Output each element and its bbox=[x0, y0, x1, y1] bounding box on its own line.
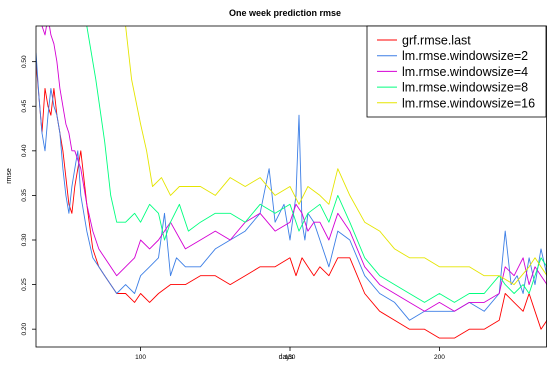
legend-label: grf.rmse.last bbox=[402, 34, 471, 48]
series-line-3 bbox=[41, 26, 547, 312]
series-line-5 bbox=[125, 26, 547, 286]
y-axis-label: rmse bbox=[6, 168, 13, 184]
x-tick-label: 100 bbox=[135, 354, 146, 361]
legend-label: lm.rmse.windowsize=8 bbox=[402, 81, 528, 95]
y-tick-label: 0.40 bbox=[21, 144, 28, 157]
chart-title: One week prediction rmse bbox=[229, 8, 341, 18]
x-tick-label: 150 bbox=[285, 354, 296, 361]
x-axis-label: days bbox=[279, 354, 294, 361]
y-tick-label: 0.45 bbox=[21, 100, 28, 113]
legend-label: lm.rmse.windowsize=2 bbox=[402, 49, 528, 63]
series-line-1 bbox=[36, 61, 547, 339]
series-line-2 bbox=[36, 52, 547, 321]
y-tick-label: 0.20 bbox=[21, 322, 28, 335]
y-tick-label: 0.50 bbox=[21, 55, 28, 68]
y-tick-label: 0.25 bbox=[21, 278, 28, 291]
y-tick-label: 0.30 bbox=[21, 233, 28, 246]
legend-label: lm.rmse.windowsize=4 bbox=[402, 65, 528, 79]
legend-label: lm.rmse.windowsize=16 bbox=[402, 96, 535, 110]
x-tick-label: 200 bbox=[434, 354, 445, 361]
series-line-4 bbox=[86, 26, 547, 303]
plot-lines bbox=[36, 26, 547, 339]
y-tick-label: 0.35 bbox=[21, 189, 28, 202]
